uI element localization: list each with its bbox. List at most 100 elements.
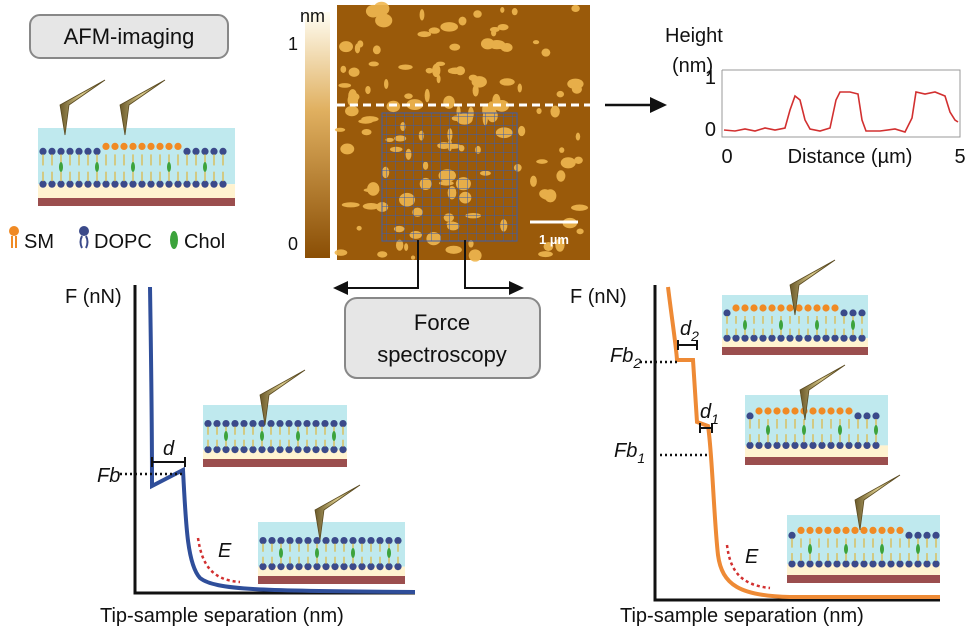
domain [576,228,583,234]
x-tick-label: 5 [954,146,965,168]
domain [518,84,522,93]
y-tick-label: 1 [705,67,716,89]
domain [567,79,583,90]
domain [536,159,548,164]
domain [367,182,379,196]
domain [339,41,353,52]
e-label: E [745,546,759,568]
domain [366,5,380,18]
domain [561,157,576,168]
membrane [38,80,235,206]
domain [518,126,525,136]
domain [574,157,583,164]
legend-label: SM [24,231,54,253]
colorbar-min: 0 [288,234,298,254]
domain [576,133,580,141]
domain [489,40,506,49]
domain [533,40,539,44]
membrane [787,475,940,583]
membrane [203,370,347,467]
domain [365,86,370,94]
domain [540,190,554,200]
x-tick-label: 0 [721,146,732,168]
domain [536,108,541,114]
domain [556,170,565,181]
domain [404,243,408,251]
domain [335,128,345,132]
domain [571,205,588,211]
colorbar-max: 1 [288,34,298,54]
domain [473,10,482,18]
domain [559,147,564,153]
afm-image: 1 µm [335,2,590,262]
domain [432,64,440,77]
fb1-label: Fb1 [614,440,645,466]
force-label: spectroscopy [377,342,507,367]
domain [443,96,455,109]
domain [340,143,354,154]
colorbar-unit: nm [300,6,325,26]
x-axis-label: Tip-sample separation (nm) [620,605,864,627]
domain [373,45,381,54]
domain [379,15,384,19]
domain [571,5,579,12]
membrane [745,365,888,465]
domain [448,68,463,75]
profile-title: Height [665,25,723,47]
imaging-label: AFM-imaging [64,24,195,49]
domain [420,9,425,20]
domain [349,68,360,77]
domain [557,91,564,97]
domain [358,119,373,124]
domain [459,17,467,26]
domain [500,7,504,13]
arrow-head [650,97,667,113]
domain [449,44,460,51]
y-axis-label: F (nN) [65,286,122,308]
domain [384,79,388,89]
legend-label: Chol [184,231,225,253]
domain [362,129,372,135]
domain [417,31,431,37]
domain [512,8,518,15]
domain [348,89,357,103]
e-label: E [218,540,232,562]
domain [541,49,550,57]
domain [491,29,496,36]
x-axis-label: Distance (µm) [788,146,913,168]
domain [472,76,487,88]
domain [369,62,379,67]
domain [342,202,360,207]
colorbar [305,12,330,258]
domain [357,226,362,231]
d-label: d [163,438,175,460]
domain [335,249,348,255]
membrane [722,260,868,355]
legend-label: DOPC [94,231,152,253]
domain [411,256,415,260]
fb2-label: Fb2 [610,345,641,371]
domain [445,246,461,254]
fb-label: Fb [97,465,120,487]
domain [345,106,359,116]
domain [538,251,553,257]
domain [404,93,412,99]
domain [338,83,351,88]
figure: AFM-imaging SM DOPC Chol nm 1 0 1 µm Hei… [0,0,970,631]
domain [469,249,482,261]
scale-bar-label: 1 µm [539,232,569,247]
domain [550,106,559,118]
domain [355,43,360,53]
domain [398,65,412,70]
domain [426,68,433,74]
legend: SM DOPC Chol [9,226,225,253]
domain [440,22,458,32]
y-axis-label: F (nN) [570,286,627,308]
domain [340,66,346,73]
force-label: Force [414,310,470,335]
domain [500,78,515,85]
x-axis-label: Tip-sample separation (nm) [100,605,344,627]
membrane [258,485,405,584]
y-tick-label: 0 [705,119,716,141]
domain [377,251,387,257]
